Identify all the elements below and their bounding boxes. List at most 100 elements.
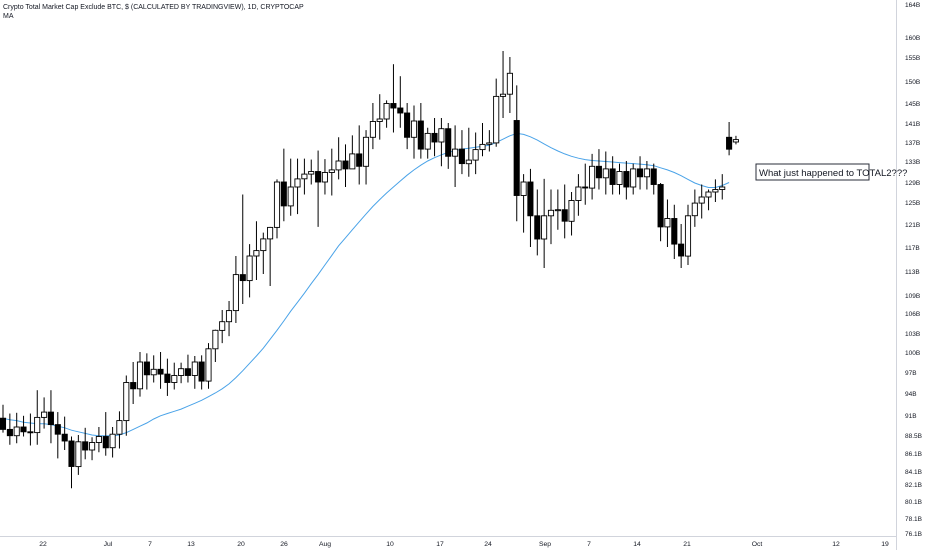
candle-body-up — [253, 250, 260, 257]
time-tick-label: 24 — [484, 541, 492, 548]
candle-body-up — [75, 441, 82, 468]
candle-body-up — [452, 148, 459, 157]
candle — [239, 194, 246, 304]
candles — [0, 51, 739, 489]
candle — [61, 416, 68, 450]
candle-body-up — [109, 433, 116, 449]
price-tick-label: 117B — [905, 245, 920, 252]
candle-body-down — [68, 440, 75, 467]
candle-body-up — [479, 143, 486, 151]
price-tick-label: 106B — [905, 311, 920, 318]
candle-body-up — [150, 368, 157, 376]
candle-body-up — [136, 361, 144, 390]
price-tick-label: 97B — [905, 370, 917, 377]
time-tick-label: 13 — [187, 541, 195, 548]
candle-body-up — [554, 209, 561, 212]
candle — [41, 397, 48, 429]
price-tick-label: 141B — [905, 121, 920, 128]
candle-body-down — [595, 165, 602, 179]
candle — [315, 150, 322, 227]
price-tick-label: 113B — [905, 269, 920, 276]
candle — [383, 100, 390, 128]
candle — [198, 355, 205, 390]
candle — [294, 158, 301, 215]
candle — [547, 189, 555, 245]
candle — [554, 189, 561, 230]
candle — [595, 149, 602, 190]
candle — [260, 232, 267, 274]
candle — [328, 148, 335, 196]
time-tick-label: 22 — [39, 541, 47, 548]
candle — [458, 130, 465, 175]
candle — [636, 156, 644, 190]
price-axis[interactable]: 164B 160B 155B 150B 145B 141B 137B 133B 129B 125B… — [905, 2, 922, 538]
candle — [123, 375, 130, 436]
candle — [705, 189, 712, 211]
price-tick-label: 88.5B — [905, 433, 922, 440]
candle — [321, 159, 328, 195]
axis-lines — [0, 0, 897, 550]
candle — [150, 355, 157, 383]
candle-body-down — [315, 171, 322, 183]
candle-body-down — [561, 209, 568, 222]
candle-body-up — [376, 118, 383, 122]
candle-body-down — [82, 441, 89, 451]
candle-body-down — [657, 184, 664, 228]
candle — [506, 57, 513, 113]
candle — [650, 163, 657, 195]
candle — [404, 103, 411, 150]
candle — [376, 94, 383, 140]
candle — [27, 413, 34, 446]
candle — [623, 161, 630, 200]
candle-body-up — [171, 375, 178, 383]
candle — [95, 427, 102, 453]
candle — [308, 159, 315, 185]
price-tick-label: 103B — [905, 331, 920, 338]
candle-body-up — [520, 181, 527, 196]
time-tick-label: 20 — [237, 541, 245, 548]
candle-body-up — [260, 238, 267, 252]
candle-body-up — [321, 172, 328, 183]
candle — [273, 179, 281, 239]
candle-body-down — [198, 361, 205, 382]
candle-body-up — [369, 121, 376, 138]
time-tick-label: Aug — [319, 541, 331, 548]
candle-body-down — [417, 120, 424, 150]
candle-body-down — [356, 153, 363, 167]
price-tick-label: 160B — [905, 35, 920, 42]
candle-body-up — [472, 149, 479, 161]
candle — [602, 151, 609, 195]
price-tick-label: 125B — [905, 200, 920, 207]
candle — [34, 390, 41, 445]
candle-body-up — [410, 120, 418, 138]
candle-body-down — [239, 274, 246, 282]
indicator-label[interactable]: MA — [3, 13, 14, 20]
candle-body-down — [513, 120, 520, 196]
time-tick-label: 12 — [832, 541, 840, 548]
time-axis[interactable]: 22 Jul 7 13 20 26 Aug 10 17 24 Sep 7 14 21 Oct 12 19 — [39, 541, 889, 548]
candle — [225, 301, 233, 337]
price-tick-label: 150B — [905, 79, 920, 86]
candle — [232, 256, 239, 323]
price-tick-label: 76.1B — [905, 531, 922, 538]
candle-body-up — [547, 209, 555, 217]
candle — [102, 412, 109, 456]
candle — [143, 353, 150, 390]
candle — [534, 189, 541, 256]
candle — [609, 156, 616, 195]
candle — [301, 158, 308, 195]
candle-body-up — [219, 321, 226, 331]
candle-body-up — [205, 348, 212, 382]
time-tick-label: Oct — [752, 541, 763, 548]
candle-body-down — [102, 436, 109, 449]
candle — [89, 437, 96, 461]
candle — [13, 412, 20, 444]
candle-body-down — [527, 181, 534, 217]
candle-body-up — [294, 178, 301, 188]
time-tick-label: 10 — [386, 541, 394, 548]
candle-body-up — [349, 153, 356, 170]
candle — [397, 76, 404, 128]
candle-body-down — [27, 431, 34, 434]
